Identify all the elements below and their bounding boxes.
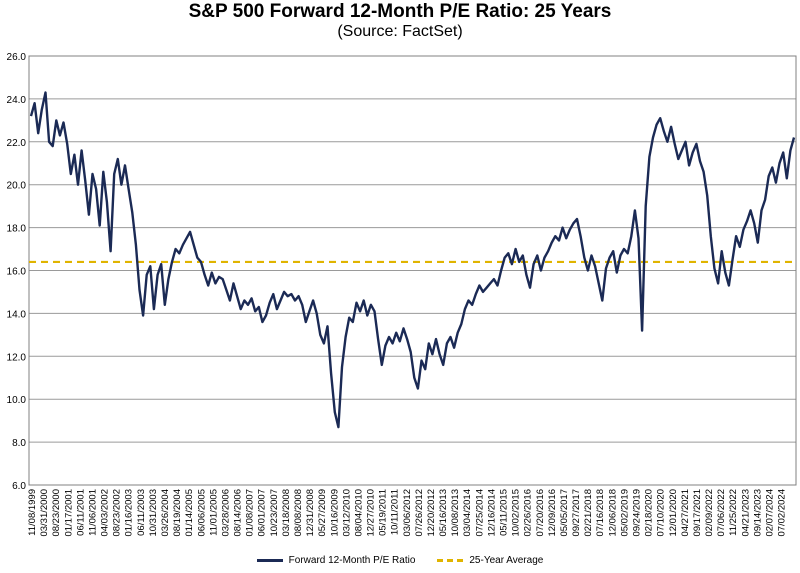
x-tick-label: 05/16/2013 [438, 489, 449, 537]
legend-swatch-pe [256, 559, 283, 562]
y-tick-label: 20.0 [7, 181, 27, 192]
x-tick-label: 11/06/2001 [87, 489, 98, 536]
x-tick-label: 07/20/2016 [535, 489, 546, 537]
chart-subtitle: (Source: FactSet) [337, 23, 463, 40]
y-tick-label: 22.0 [7, 138, 27, 149]
y-tick-label: 10.0 [7, 395, 27, 406]
x-tick-label: 06/11/2003 [136, 489, 147, 536]
x-tick-label: 09/27/2017 [571, 489, 582, 537]
x-tick-label: 02/26/2016 [523, 489, 534, 537]
x-tick-label: 10/08/2013 [450, 489, 461, 537]
x-tick-label: 03/31/2000 [39, 489, 50, 537]
y-tick-label: 12.0 [7, 352, 27, 363]
x-tick-label: 05/19/2011 [378, 489, 389, 536]
x-tick-label: 03/04/2014 [462, 489, 473, 537]
pe-ratio-line [29, 91, 796, 429]
x-tick-label: 12/27/2010 [366, 489, 377, 537]
x-tick-label: 05/27/2009 [317, 489, 328, 537]
x-tick-label: 01/14/2005 [184, 489, 195, 537]
x-tick-label: 04/03/2002 [100, 489, 111, 537]
x-tick-label: 11/01/2005 [208, 489, 219, 536]
legend-label-pe: Forward 12-Month P/E Ratio [288, 555, 416, 566]
y-tick-label: 6.0 [12, 481, 26, 492]
x-tick-label: 07/02/2024 [777, 489, 788, 537]
x-tick-label: 02/18/2020 [644, 489, 655, 537]
x-tick-label: 09/14/2023 [752, 489, 763, 537]
y-tick-label: 14.0 [7, 309, 27, 320]
x-tick-label: 06/06/2005 [196, 489, 207, 537]
legend-item-average: 25-Year Average [437, 555, 543, 566]
x-tick-label: 08/23/2000 [51, 489, 62, 537]
x-tick-label: 03/28/2006 [220, 489, 231, 537]
x-tick-label: 04/27/2021 [680, 489, 691, 537]
x-tick-label: 07/26/2012 [414, 489, 425, 537]
x-tick-label: 03/12/2010 [341, 489, 352, 537]
x-tick-label: 02/21/2018 [583, 489, 594, 537]
x-tick-label: 10/31/2003 [148, 489, 159, 537]
x-tick-label: 05/05/2017 [559, 489, 570, 537]
x-tick-label: 12/31/2008 [305, 489, 316, 537]
x-tick-label: 10/11/2011 [390, 489, 401, 535]
x-tick-label: 02/09/2022 [704, 489, 715, 537]
x-tick-label: 08/08/2008 [293, 489, 304, 537]
x-tick-label: 03/06/2012 [402, 489, 413, 537]
y-tick-label: 8.0 [12, 438, 26, 449]
y-tick-label: 24.0 [7, 95, 27, 106]
x-tick-label: 10/02/2015 [511, 489, 522, 537]
y-tick-label: 16.0 [7, 267, 27, 278]
x-tick-label: 03/18/2008 [281, 489, 292, 537]
x-tick-label: 08/04/2010 [353, 489, 364, 537]
x-tick-label: 12/20/2012 [426, 489, 437, 537]
x-tick-label: 12/09/2016 [547, 489, 558, 537]
x-tick-label: 10/16/2009 [329, 489, 340, 537]
x-tick-label: 04/21/2023 [740, 489, 751, 537]
x-tick-label: 01/08/2007 [245, 489, 256, 537]
x-tick-label: 05/11/2015 [499, 489, 510, 536]
x-tick-label: 01/17/2001 [63, 489, 74, 537]
x-tick-label: 06/11/2001 [75, 489, 86, 536]
x-tick-label: 08/14/2006 [233, 489, 244, 537]
x-tick-label: 08/19/2004 [172, 489, 183, 537]
legend-item-pe: Forward 12-Month P/E Ratio [256, 555, 416, 566]
x-tick-label: 07/06/2022 [716, 489, 727, 537]
y-tick-label: 18.0 [7, 224, 27, 235]
x-tick-label: 08/23/2002 [112, 489, 123, 537]
x-tick-label: 02/07/2024 [764, 489, 775, 537]
x-tick-label: 10/23/2007 [269, 489, 280, 537]
x-tick-label: 11/08/1999 [27, 489, 38, 536]
x-tick-label: 03/26/2004 [160, 489, 171, 537]
x-tick-label: 12/01/2020 [668, 489, 679, 537]
x-tick-label: 05/02/2019 [619, 489, 630, 537]
x-tick-label: 07/10/2020 [656, 489, 667, 537]
chart-legend: Forward 12-Month P/E Ratio 25-Year Avera… [0, 555, 800, 566]
x-tick-label: 09/24/2019 [632, 489, 643, 537]
x-tick-label: 12/06/2018 [607, 489, 618, 537]
x-tick-label: 07/25/2014 [474, 489, 485, 537]
x-tick-label: 06/01/2007 [257, 489, 268, 537]
x-tick-label: 07/16/2018 [595, 489, 606, 537]
x-tick-label: 11/25/2022 [728, 489, 739, 536]
plot-area-border [28, 55, 797, 486]
legend-swatch-average [437, 559, 464, 562]
legend-label-average: 25-Year Average [469, 555, 544, 566]
y-tick-label: 26.0 [7, 52, 27, 63]
x-tick-label: 12/16/2014 [486, 489, 497, 537]
chart-title: S&P 500 Forward 12-Month P/E Ratio: 25 Y… [188, 1, 612, 22]
x-tick-label: 09/17/2021 [692, 489, 703, 537]
x-tick-label: 01/16/2003 [124, 489, 135, 537]
